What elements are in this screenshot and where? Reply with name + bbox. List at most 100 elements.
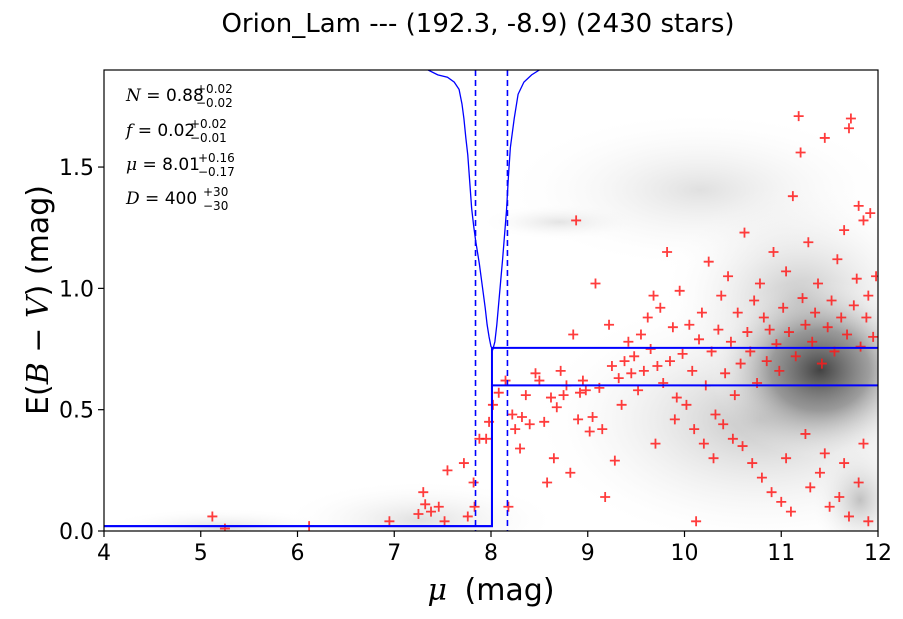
star-point bbox=[843, 123, 854, 134]
star-point bbox=[785, 506, 796, 517]
x-tick-label: 9 bbox=[581, 541, 595, 566]
y-axis-title: E(B − V) (mag) bbox=[21, 185, 56, 415]
x-tick-label: 12 bbox=[864, 541, 892, 566]
star-point bbox=[694, 334, 705, 345]
star-point bbox=[845, 113, 856, 124]
star-point bbox=[604, 319, 615, 330]
star-point bbox=[507, 409, 518, 420]
x-tick-label: 6 bbox=[291, 541, 305, 566]
star-point bbox=[677, 348, 688, 359]
star-point bbox=[754, 278, 765, 289]
annotation-f-value: 0.02 bbox=[157, 121, 195, 141]
annotation-mu-symbol: μ bbox=[126, 155, 137, 175]
star-point bbox=[633, 385, 644, 396]
star-point bbox=[807, 336, 818, 347]
star-point bbox=[778, 302, 789, 313]
star-point bbox=[584, 426, 595, 437]
star-point bbox=[723, 271, 734, 282]
star-point bbox=[800, 319, 811, 330]
density-core bbox=[710, 280, 878, 460]
star-point bbox=[774, 365, 785, 376]
star-point bbox=[638, 365, 649, 376]
star-point bbox=[516, 411, 527, 422]
star-point bbox=[469, 501, 480, 512]
star-point bbox=[783, 327, 794, 338]
density-faint-mid bbox=[280, 480, 560, 531]
star-point bbox=[462, 511, 473, 522]
star-point bbox=[727, 433, 738, 444]
star-point bbox=[433, 501, 444, 512]
star-point bbox=[671, 392, 682, 403]
star-point bbox=[493, 387, 504, 398]
star-point bbox=[530, 368, 541, 379]
y-axis-ticks: 0.0 0.5 1.0 1.5 bbox=[59, 156, 104, 545]
star-point bbox=[696, 307, 707, 318]
star-point bbox=[787, 191, 798, 202]
star-point bbox=[747, 458, 758, 469]
x-axis-title: μ (mag) bbox=[427, 573, 554, 608]
star-point bbox=[737, 441, 748, 452]
star-point bbox=[684, 319, 695, 330]
star-point bbox=[793, 111, 804, 122]
x-axis-symbol: μ bbox=[427, 573, 447, 608]
star-point bbox=[691, 516, 702, 527]
annotation-mu: μ = 8.01 bbox=[126, 155, 200, 175]
y-tick-label: 1.5 bbox=[59, 156, 94, 181]
annotation-f: f = 0.02 bbox=[124, 121, 195, 141]
annotation-f-up: +0.02 bbox=[190, 117, 227, 131]
star-point bbox=[426, 506, 437, 517]
chart-title: Orion_Lam --- (192.3, -8.9) (2430 stars) bbox=[221, 9, 734, 39]
star-point bbox=[800, 428, 811, 439]
star-point bbox=[606, 361, 617, 372]
annotation-mu-value: 8.01 bbox=[162, 155, 200, 175]
star-point bbox=[613, 373, 624, 384]
star-point bbox=[642, 312, 653, 323]
star-point bbox=[587, 411, 598, 422]
star-point bbox=[698, 438, 709, 449]
star-point bbox=[732, 307, 743, 318]
star-point bbox=[725, 336, 736, 347]
star-point bbox=[645, 344, 656, 355]
star-point bbox=[539, 416, 550, 427]
star-point bbox=[764, 324, 775, 335]
star-point bbox=[836, 312, 847, 323]
star-point bbox=[669, 414, 680, 425]
star-point bbox=[510, 424, 521, 435]
star-point bbox=[573, 414, 584, 425]
annotation-N-value: 0.88 bbox=[166, 86, 204, 106]
x-tick-label: 10 bbox=[671, 541, 699, 566]
annotation-N-up: +0.02 bbox=[196, 82, 233, 96]
star-point bbox=[826, 295, 837, 306]
star-point bbox=[655, 302, 666, 313]
star-point bbox=[739, 227, 750, 238]
star-point bbox=[761, 356, 772, 367]
star-point bbox=[735, 358, 746, 369]
star-point bbox=[626, 368, 637, 379]
star-point bbox=[439, 516, 450, 527]
x-tick-label: 4 bbox=[97, 541, 111, 566]
star-point bbox=[481, 433, 492, 444]
star-point bbox=[548, 453, 559, 464]
star-point bbox=[776, 496, 787, 507]
star-point bbox=[816, 358, 827, 369]
star-point bbox=[568, 329, 579, 340]
star-point bbox=[766, 487, 777, 498]
star-point bbox=[848, 300, 859, 311]
star-point bbox=[551, 402, 562, 413]
star-point bbox=[871, 271, 878, 282]
star-point bbox=[858, 215, 869, 226]
star-point bbox=[590, 278, 601, 289]
y-axis-suffix: ) (mag) bbox=[21, 185, 56, 296]
star-point bbox=[413, 509, 424, 520]
star-point bbox=[689, 424, 700, 435]
star-point bbox=[580, 385, 591, 396]
star-point bbox=[718, 419, 729, 430]
star-point bbox=[839, 225, 850, 236]
star-point bbox=[716, 290, 727, 301]
star-point bbox=[662, 246, 673, 257]
star-point bbox=[458, 458, 469, 469]
y-tick-label: 0.5 bbox=[59, 399, 94, 424]
annotation-D: D = 400 bbox=[125, 189, 197, 209]
x-tick-label: 7 bbox=[387, 541, 401, 566]
